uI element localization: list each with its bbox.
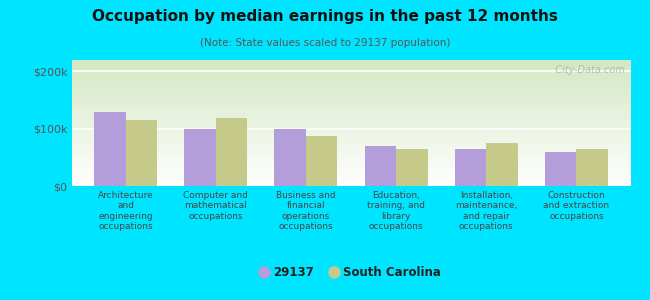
Bar [396,149,428,186]
Bar [125,120,157,186]
Bar [486,143,518,186]
Bar [184,129,216,186]
Bar [455,149,486,186]
Bar [94,112,125,186]
Bar [365,146,396,186]
Bar [216,118,247,186]
Bar [274,129,306,186]
Text: Occupation by median earnings in the past 12 months: Occupation by median earnings in the pas… [92,9,558,24]
Bar [545,152,577,186]
Legend: 29137, South Carolina: 29137, South Carolina [256,261,446,284]
Text: City-Data.com: City-Data.com [549,65,625,75]
Text: (Note: State values scaled to 29137 population): (Note: State values scaled to 29137 popu… [200,38,450,47]
Bar [306,136,337,186]
Bar [577,149,608,186]
